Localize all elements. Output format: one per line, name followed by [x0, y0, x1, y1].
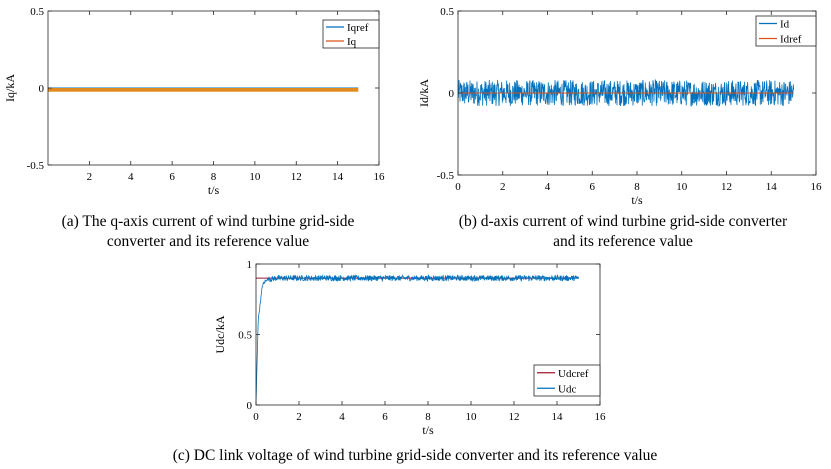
legend-box-a	[322, 19, 380, 49]
x-tick-label-a-2: 6	[169, 171, 175, 183]
series-c-udc-line	[256, 273, 579, 405]
y-axis-label-b: Id/kA	[417, 79, 431, 107]
x-tick-label-a-0: 2	[87, 171, 93, 183]
x-tick-label-c-3: 6	[382, 411, 388, 423]
legend-b: Id Idref	[755, 15, 817, 47]
y-tick-label-a-1: 0	[39, 83, 45, 95]
x-axis-label-b: t/s	[631, 193, 643, 207]
x-tick-label-a-1: 4	[128, 171, 134, 183]
legend-a: Iqref Iq	[322, 19, 380, 49]
x-axis-label-a: t/s	[208, 183, 220, 197]
x-tick-label-c-4: 8	[425, 411, 431, 423]
x-tick-label-a-5: 12	[291, 171, 302, 183]
x-tick-label-c-6: 12	[509, 411, 520, 423]
x-tick-label-b-0: 0	[455, 181, 461, 193]
y-tick-label-b-1: 0	[449, 88, 455, 100]
legend-label-c-udc: Udc	[558, 383, 576, 395]
x-tick-label-a-3: 8	[211, 171, 217, 183]
caption-a-line-0: (a) The q-axis current of wind turbine g…	[62, 213, 355, 230]
legend-box-b	[755, 15, 817, 47]
legend-label-a-iq: Iq	[347, 36, 357, 48]
legend-box-c	[533, 364, 601, 397]
chart-panel-b: 0 2 4 6 8 10 12 14 16-0.500.5t/sId/kAIdIdref(b) …	[417, 6, 822, 250]
series-a-iq-band	[48, 88, 359, 92]
x-tick-label-a-4: 10	[249, 171, 261, 183]
y-axis-label-a: Iq/kA	[3, 74, 17, 102]
x-tick-label-b-5: 10	[676, 181, 688, 193]
x-tick-label-c-1: 2	[296, 411, 302, 423]
x-axis-label-c: t/s	[422, 423, 434, 437]
chart-panel-a: 2 4 6 8 10 12 14 16 -0.5 0 0.5 t/s Iq/kA Iqref Iq (a) T…	[3, 6, 385, 250]
x-tick-label-b-2: 4	[545, 181, 551, 193]
x-tick-label-c-8: 16	[595, 411, 607, 423]
x-tick-label-c-0: 0	[253, 411, 259, 423]
caption-b-line-1: and its reference value	[553, 233, 693, 250]
y-axis-label-c: Udc/kA	[213, 315, 227, 353]
series-group-c	[256, 273, 579, 405]
x-tick-label-c-2: 4	[339, 411, 345, 423]
series-b-id-line	[458, 78, 795, 107]
x-tick-label-b-6: 12	[721, 181, 732, 193]
y-tick-label-c-2: 1	[247, 259, 253, 271]
chart-panel-c: 0 2 4 6 8 10 12 14 16 0 0.5 1 t/s Udc/kA Udcref Udc (c) …	[173, 259, 658, 464]
caption-b-line-0: (b) d-axis current of wind turbine grid-…	[459, 213, 788, 230]
y-tick-label-a-2: 0.5	[30, 6, 44, 18]
x-tick-label-c-7: 14	[552, 411, 564, 423]
caption-c-line-0: (c) DC link voltage of wind turbine grid…	[173, 447, 658, 464]
y-tick-label-b-0: -0.5	[437, 170, 455, 182]
x-tick-label-c-5: 10	[466, 411, 478, 423]
y-tick-label-b-2: 0.5	[440, 6, 454, 18]
series-group-b	[458, 78, 795, 107]
y-tick-label-c-1: 0.5	[238, 330, 252, 342]
series-group-a	[48, 87, 359, 92]
x-tick-label-a-7: 16	[374, 171, 386, 183]
y-tick-label-c-0: 0	[247, 400, 253, 412]
x-tick-label-b-7: 14	[766, 181, 778, 193]
legend-c: Udcref Udc	[533, 364, 601, 397]
x-tick-label-a-6: 14	[332, 171, 344, 183]
y-tick-label-a-0: -0.5	[27, 160, 45, 172]
caption-a-line-1: converter and its reference value	[107, 233, 309, 250]
legend-label-b-idref: Idref	[780, 34, 802, 46]
x-tick-label-b-3: 6	[590, 181, 596, 193]
legend-label-b-id: Id	[780, 19, 790, 31]
x-tick-label-b-8: 16	[811, 181, 823, 193]
x-tick-label-b-1: 2	[500, 181, 506, 193]
legend-label-a-iqref: Iqref	[347, 22, 369, 34]
x-tick-label-b-4: 8	[634, 181, 640, 193]
legend-label-c-udcref: Udcref	[558, 368, 589, 380]
